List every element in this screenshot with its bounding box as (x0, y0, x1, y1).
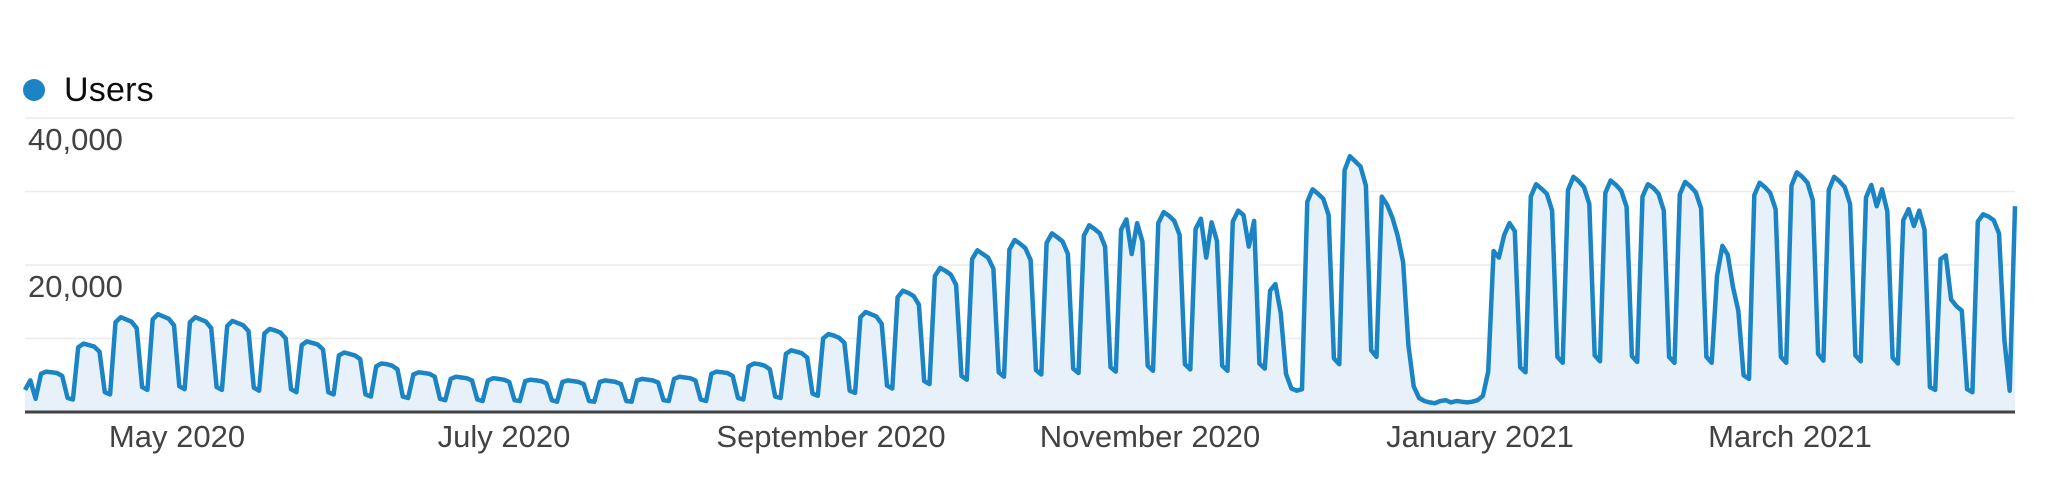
x-axis-label-5: March 2021 (1708, 419, 1872, 454)
users-line[interactable] (23, 153, 2018, 406)
legend-dot-icon (23, 79, 45, 101)
legend-label: Users (64, 71, 154, 109)
x-axis-label-3: November 2020 (1040, 419, 1261, 454)
x-axis-label-0: May 2020 (109, 419, 245, 454)
x-axis-label-2: September 2020 (716, 419, 945, 454)
legend-item-users[interactable]: Users (23, 72, 154, 108)
legend: Users (23, 72, 154, 108)
x-axis-label-1: July 2020 (438, 419, 571, 454)
y-axis-label-20000: 20,000 (28, 269, 123, 304)
x-axis-label-4: January 2021 (1386, 419, 1574, 454)
y-axis-label-40000: 40,000 (28, 122, 123, 157)
